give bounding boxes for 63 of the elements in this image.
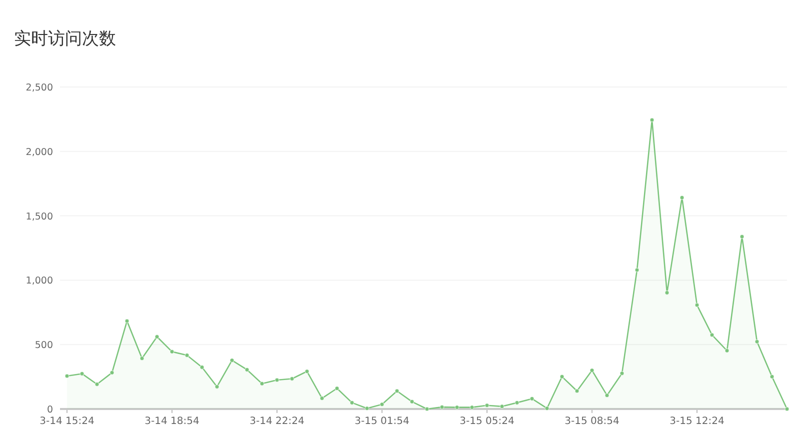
point: [680, 195, 684, 200]
y-tick-label: 2,500: [26, 82, 53, 94]
point: [334, 386, 340, 391]
point: [80, 372, 84, 376]
point: [574, 388, 580, 394]
point: [364, 406, 370, 411]
y-tick-label: 1,000: [26, 276, 53, 287]
point: [724, 348, 730, 353]
point: [394, 388, 400, 394]
point: [710, 332, 714, 338]
point: [604, 393, 610, 398]
point: [110, 370, 114, 375]
point: [440, 404, 444, 410]
point: [140, 356, 144, 361]
point: [290, 376, 294, 381]
point: [664, 290, 670, 295]
point: [544, 406, 550, 411]
y-tick-label: 500: [34, 340, 53, 352]
point: [620, 371, 624, 376]
x-tick-label: 3-14 18:54: [144, 416, 200, 427]
point: [320, 396, 324, 401]
point: [154, 334, 160, 339]
point: [740, 234, 744, 239]
x-tick-label: 3-14 15:24: [40, 416, 94, 427]
point: [484, 403, 490, 408]
x-tick-label: 3-15 01:54: [354, 416, 410, 427]
point: [560, 374, 564, 379]
point: [770, 374, 774, 379]
x-tick-label: 3-15 08:54: [564, 416, 620, 427]
point: [170, 349, 174, 354]
point: [64, 374, 70, 378]
point: [304, 369, 310, 374]
x-tick-label: 3-15 12:24: [670, 416, 724, 427]
point: [530, 396, 534, 401]
point: [184, 353, 190, 358]
point: [380, 402, 384, 407]
point: [590, 368, 594, 373]
point: [784, 406, 790, 412]
y-tick-label: 0: [46, 404, 53, 416]
point: [350, 400, 354, 405]
point: [200, 365, 204, 370]
point: [244, 368, 250, 372]
point: [694, 302, 700, 308]
point: [634, 268, 640, 272]
chart-title: 实时访问次数: [14, 29, 116, 49]
point: [514, 400, 520, 405]
y-tick-label: 2,000: [26, 146, 53, 158]
point: [754, 339, 760, 344]
point: [214, 384, 220, 389]
point: [424, 406, 430, 412]
point: [94, 382, 100, 386]
point: [260, 381, 264, 386]
point: [500, 404, 504, 409]
point: [470, 405, 474, 410]
x-tick-label: 3-15 05:24: [460, 416, 514, 427]
point: [274, 378, 280, 382]
point: [650, 118, 654, 122]
point: [410, 399, 414, 404]
point: [454, 405, 460, 410]
point: [124, 318, 130, 324]
y-tick-label: 1,500: [26, 211, 53, 222]
point: [230, 358, 234, 363]
x-tick-label: 3-14 22:24: [250, 416, 304, 427]
